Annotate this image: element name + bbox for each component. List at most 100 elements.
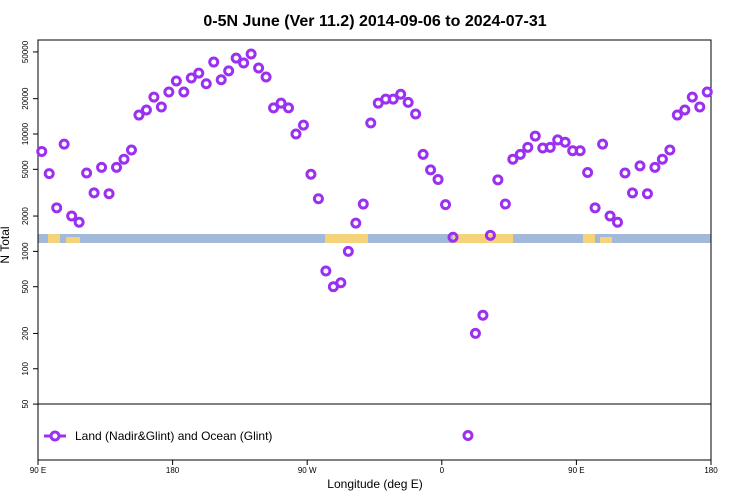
data-point xyxy=(410,108,422,120)
data-point xyxy=(103,188,115,200)
x-tick-label: 0 xyxy=(440,466,445,475)
data-point xyxy=(140,104,152,116)
data-point xyxy=(619,167,631,179)
y-tick-label: 20000 xyxy=(21,87,30,110)
data-point xyxy=(626,187,638,199)
data-point xyxy=(484,229,496,241)
data-point xyxy=(178,86,190,98)
land-ocean-band xyxy=(38,234,711,243)
data-point xyxy=(701,86,713,98)
data-point xyxy=(297,119,309,131)
x-tick-label: 180 xyxy=(166,466,180,475)
data-point xyxy=(679,104,691,116)
data-point xyxy=(245,48,257,60)
data-point xyxy=(350,217,362,229)
data-point xyxy=(387,93,399,105)
data-point xyxy=(290,128,302,140)
legend-marker xyxy=(49,430,61,442)
data-point xyxy=(185,72,197,84)
y-tick-label: 5000 xyxy=(21,160,30,178)
data-point xyxy=(342,245,354,257)
data-point xyxy=(634,160,646,172)
y-tick-label: 50000 xyxy=(21,40,30,63)
data-point xyxy=(81,167,93,179)
data-point xyxy=(395,88,407,100)
data-point xyxy=(170,75,182,87)
data-point xyxy=(215,74,227,86)
data-point xyxy=(253,62,265,74)
data-point xyxy=(514,148,526,160)
data-point xyxy=(649,161,661,173)
data-point xyxy=(43,168,55,180)
data-point xyxy=(200,78,212,90)
data-point xyxy=(544,141,556,153)
data-point xyxy=(425,164,437,176)
y-tick-label: 500 xyxy=(21,279,30,293)
data-point xyxy=(238,57,250,69)
x-tick-label: 90 E xyxy=(568,466,584,475)
data-point xyxy=(335,277,347,289)
x-axis-label: Longitude (deg E) xyxy=(327,477,422,491)
data-point xyxy=(597,138,609,150)
data-point xyxy=(96,161,108,173)
data-point xyxy=(320,265,332,277)
y-tick-label: 1000 xyxy=(21,242,30,260)
data-point xyxy=(477,309,489,321)
data-point xyxy=(125,144,137,156)
data-point xyxy=(36,145,48,157)
data-point xyxy=(357,198,369,210)
data-point xyxy=(402,96,414,108)
x-tick-label: 90 E xyxy=(30,466,46,475)
data-point xyxy=(574,145,586,157)
data-point xyxy=(275,97,287,109)
data-point xyxy=(656,153,668,165)
y-axis-label: N Total xyxy=(0,226,12,263)
data-point xyxy=(582,166,594,178)
data-point xyxy=(440,199,452,211)
x-tick-label: 180 xyxy=(704,466,718,475)
data-point xyxy=(559,136,571,148)
data-point xyxy=(133,109,145,121)
data-point xyxy=(664,144,676,156)
legend-label: Land (Nadir&Glint) and Ocean (Glint) xyxy=(75,429,272,443)
data-point xyxy=(447,231,459,243)
data-point xyxy=(268,102,280,114)
data-point xyxy=(193,67,205,79)
data-point xyxy=(305,168,317,180)
y-tick-label: 200 xyxy=(21,326,30,340)
data-point xyxy=(312,193,324,205)
data-point xyxy=(230,52,242,64)
data-point xyxy=(507,153,519,165)
data-point xyxy=(432,173,444,185)
data-point xyxy=(604,210,616,222)
data-point xyxy=(260,71,272,83)
x-tick-label: 90 W xyxy=(298,466,317,475)
data-point xyxy=(223,65,235,77)
data-point xyxy=(686,91,698,103)
data-point xyxy=(417,148,429,160)
data-point xyxy=(118,153,130,165)
data-point xyxy=(492,174,504,186)
data-point xyxy=(589,202,601,214)
data-point xyxy=(111,161,123,173)
data-point xyxy=(88,187,100,199)
data-point xyxy=(283,102,295,114)
data-point xyxy=(51,202,63,214)
data-point xyxy=(208,56,220,68)
y-tick-label: 10000 xyxy=(21,122,30,145)
data-point xyxy=(469,327,481,339)
data-point xyxy=(522,141,534,153)
y-tick-label: 50 xyxy=(21,399,30,408)
y-tick-label: 2000 xyxy=(21,207,30,225)
data-point xyxy=(148,91,160,103)
data-point xyxy=(73,216,85,228)
data-point xyxy=(58,138,70,150)
data-point xyxy=(694,101,706,113)
data-point xyxy=(66,210,78,222)
data-point xyxy=(671,109,683,121)
data-point xyxy=(163,86,175,98)
data-point xyxy=(155,101,167,113)
data-point xyxy=(641,188,653,200)
data-point xyxy=(462,430,474,442)
